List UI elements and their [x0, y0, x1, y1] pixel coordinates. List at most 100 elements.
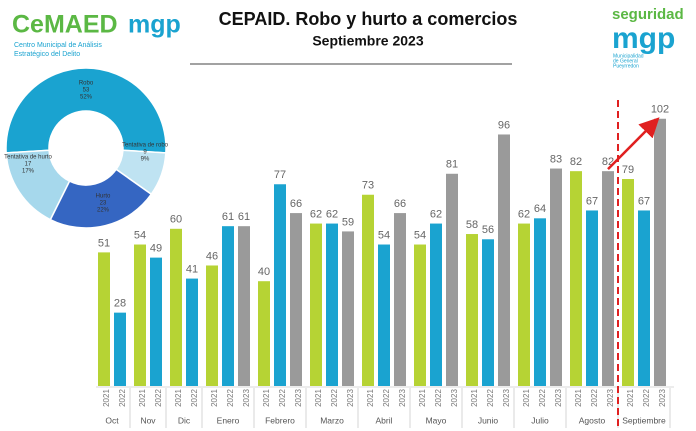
- bar: [518, 223, 530, 386]
- slice-category: Tentativa de hurto: [4, 155, 52, 161]
- bar: [326, 223, 338, 386]
- x-tick-label: 2022: [118, 389, 127, 407]
- chart-subtitle: Septiembre 2023: [312, 33, 423, 49]
- bar: [570, 171, 582, 386]
- value-label: 58: [466, 219, 478, 231]
- bar: [638, 210, 650, 386]
- bar: [414, 244, 426, 386]
- x-tick-label: 2023: [346, 389, 355, 407]
- right-logo-top: seguridad: [612, 6, 684, 23]
- bar: [466, 234, 478, 386]
- bar: [134, 244, 146, 386]
- value-label: 62: [326, 208, 338, 220]
- right-logo-main: mgp: [612, 22, 675, 55]
- value-label: 54: [134, 229, 146, 241]
- month-label: Enero: [217, 415, 240, 425]
- x-tick-label: 2022: [190, 389, 199, 407]
- value-label: 51: [98, 237, 110, 249]
- bar: [222, 226, 234, 386]
- bar: [378, 244, 390, 386]
- value-label: 73: [362, 180, 374, 192]
- logo-subtitle: Estratégico del Delito: [14, 51, 80, 58]
- value-label: 59: [342, 216, 354, 228]
- month-label: Mayo: [426, 415, 447, 425]
- bar: [482, 239, 494, 386]
- bar: [170, 228, 182, 386]
- slice-share: 22%: [97, 208, 110, 214]
- donut-slice: [5, 149, 71, 221]
- x-tick-label: 2021: [262, 389, 271, 407]
- x-tick-label: 2021: [138, 389, 147, 407]
- value-label: 67: [638, 195, 650, 207]
- value-label: 96: [498, 119, 510, 131]
- bar: [150, 257, 162, 386]
- x-tick-label: 2023: [242, 389, 251, 407]
- x-tick-label: 2021: [210, 389, 219, 407]
- value-label: 54: [414, 229, 426, 241]
- chart-title: CEPAID. Robo y hurto a comercios: [219, 9, 518, 29]
- x-tick-label: 2023: [398, 389, 407, 407]
- month-label: Febrero: [265, 415, 295, 425]
- x-tick-label: 2022: [434, 389, 443, 407]
- bar: [206, 265, 218, 386]
- x-tick-label: 2022: [226, 389, 235, 407]
- logo-suffix: mgp: [128, 11, 181, 39]
- month-label: Marzo: [320, 415, 344, 425]
- value-label: 28: [114, 298, 126, 310]
- slice-category: Tentativa de robo: [122, 143, 169, 149]
- bar: [654, 118, 666, 386]
- x-tick-label: 2023: [606, 389, 615, 407]
- bar: [394, 213, 406, 386]
- value-label: 77: [274, 169, 286, 181]
- x-tick-label: 2023: [658, 389, 667, 407]
- bar: [186, 278, 198, 386]
- x-tick-label: 2022: [486, 389, 495, 407]
- bar: [586, 210, 598, 386]
- x-tick-label: 2021: [470, 389, 479, 407]
- x-tick-label: 2022: [590, 389, 599, 407]
- month-label: Junio: [478, 415, 499, 425]
- x-tick-label: 2022: [382, 389, 391, 407]
- bar: [602, 171, 614, 386]
- slice-share: 52%: [80, 95, 93, 101]
- value-label: 62: [518, 208, 530, 220]
- value-label: 49: [150, 243, 162, 255]
- value-label: 61: [222, 211, 234, 223]
- logo-subtitle: Centro Municipal de Análisis: [14, 42, 102, 49]
- bar: [98, 252, 110, 386]
- value-label: 66: [394, 198, 406, 210]
- value-label: 60: [170, 214, 182, 226]
- bar: [534, 218, 546, 386]
- x-tick-label: 2023: [450, 389, 459, 407]
- bar: [446, 173, 458, 386]
- month-label: Dic: [178, 415, 191, 425]
- value-label: 67: [586, 195, 598, 207]
- value-label: 62: [430, 208, 442, 220]
- month-label: Septiembre: [622, 415, 666, 425]
- x-tick-label: 2021: [174, 389, 183, 407]
- slice-category: Robo: [79, 81, 94, 87]
- x-tick-label: 2021: [574, 389, 583, 407]
- bar: [238, 226, 250, 386]
- value-label: 64: [534, 203, 546, 215]
- logo: CeMAED: [12, 11, 118, 39]
- value-label: 54: [378, 229, 390, 241]
- slice-value: 53: [83, 88, 90, 94]
- slice-value: 23: [100, 201, 107, 207]
- value-label: 41: [186, 263, 198, 275]
- x-tick-label: 2021: [418, 389, 427, 407]
- bar: [550, 168, 562, 386]
- x-tick-label: 2021: [522, 389, 531, 407]
- bar: [290, 213, 302, 386]
- value-label: 81: [446, 159, 458, 171]
- bar: [114, 312, 126, 386]
- x-tick-label: 2021: [314, 389, 323, 407]
- month-label: Nov: [140, 415, 156, 425]
- value-label: 66: [290, 198, 302, 210]
- x-tick-label: 2022: [154, 389, 163, 407]
- value-label: 83: [550, 153, 562, 165]
- value-label: 62: [310, 208, 322, 220]
- bar: [342, 231, 354, 386]
- slice-value: 9: [143, 150, 147, 156]
